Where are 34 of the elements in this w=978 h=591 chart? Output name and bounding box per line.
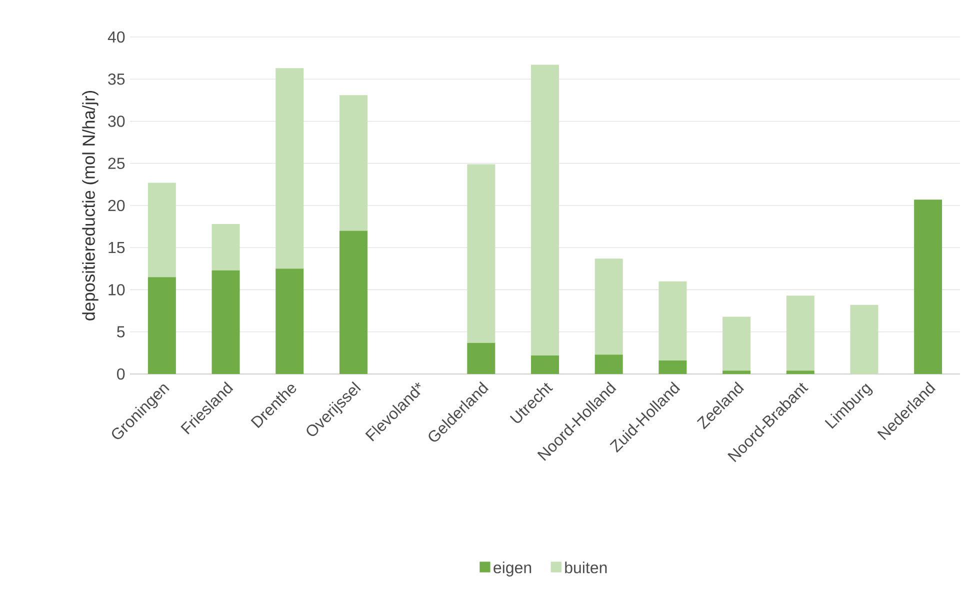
bar [658, 281, 687, 361]
y-tick-label: 25 [108, 158, 125, 170]
bar [722, 316, 751, 371]
y-tick-label: 10 [108, 284, 125, 296]
y-tick-label: 15 [108, 242, 125, 254]
bar [148, 182, 176, 278]
bar [786, 370, 814, 374]
bar [276, 68, 304, 269]
bar [722, 370, 751, 374]
y-tick-label: 0 [117, 368, 125, 380]
bar [850, 304, 878, 374]
y-tick-label: 40 [108, 31, 125, 43]
bar [914, 200, 942, 374]
y-tick-label: 5 [117, 326, 125, 338]
bar [212, 270, 240, 374]
bar [531, 355, 560, 374]
legend-label: eigen [494, 562, 532, 576]
bar [531, 64, 560, 356]
bar [339, 230, 368, 374]
y-tick-label: 35 [108, 73, 125, 85]
bar [467, 164, 496, 343]
bar [594, 354, 623, 374]
bar [594, 258, 623, 355]
bar [276, 268, 304, 374]
bar [339, 95, 368, 231]
bar [467, 342, 496, 374]
bar [658, 360, 687, 374]
y-tick-label: 30 [108, 116, 125, 127]
bar [148, 277, 176, 374]
bar [212, 224, 240, 270]
y-tick-label: 20 [108, 200, 125, 212]
bar [786, 296, 814, 371]
y-axis-title: depositiereductie (mol N/ha/jr) [82, 91, 98, 320]
legend-label: buiten [565, 562, 607, 574]
